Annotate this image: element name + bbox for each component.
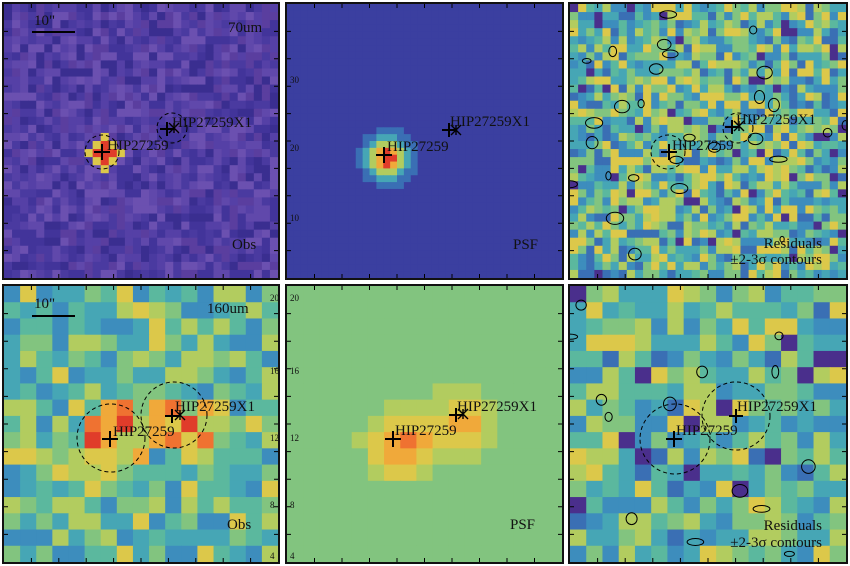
axis-tick: 20 — [270, 293, 279, 303]
panel-label: Obs — [232, 237, 257, 253]
scale-bar — [32, 315, 75, 317]
source-label-primary: HIP27259 — [387, 139, 449, 155]
axis-tick: 8 — [290, 500, 295, 510]
panel-160um-psf: 20 16 12 8 4 PSF HIP27259 HIP27259X1 — [285, 284, 564, 564]
panel-label: Residuals — [763, 518, 822, 534]
panel-label: Residuals — [763, 236, 822, 252]
panel-label: PSF — [513, 237, 539, 253]
scale-bar-label: 10" — [34, 13, 56, 29]
band-label: 70um — [228, 20, 263, 36]
band-label: 160um — [207, 301, 249, 317]
residual-image — [570, 4, 846, 278]
source-label-companion: HIP27259X1 — [450, 114, 531, 130]
residual-image — [570, 286, 846, 562]
scale-bar-label: 10" — [34, 296, 56, 312]
psf-image — [287, 4, 562, 278]
axis-tick: 4 — [270, 551, 275, 561]
axis-tick: 16 — [270, 366, 279, 376]
axis-tick: 12 — [290, 433, 299, 443]
panel-70um-residuals: Residuals ±2-3σ contours HIP27259 HIP272… — [568, 2, 848, 280]
axis-tick: 10 — [290, 213, 299, 223]
panel-160um-obs: 10" 160um 20 16 12 8 4 Obs HIP27259 HIP2… — [2, 284, 280, 564]
panel-160um-residuals: Residuals ±2-3σ contours HIP27259 HIP272… — [568, 284, 848, 564]
source-label-companion: HIP27259X1 — [737, 399, 818, 415]
panel-70um-obs: 10" 70um Obs HIP27259 HIP27259X1 — [2, 2, 280, 280]
axis-tick: 20 — [290, 293, 299, 303]
source-label-companion: HIP27259X1 — [457, 399, 538, 415]
axis-tick: 30 — [290, 75, 299, 85]
source-label-primary: HIP27259 — [676, 423, 738, 439]
psf-image — [287, 286, 562, 562]
obs-image — [4, 4, 278, 278]
panel-70um-psf: 30 20 10 PSF HIP27259 HIP27259X1 — [285, 2, 564, 280]
source-label-primary: HIP27259 — [672, 138, 734, 154]
axis-tick: 16 — [290, 366, 299, 376]
axis-tick: 4 — [290, 551, 295, 561]
panel-label: Obs — [227, 517, 252, 533]
scale-bar — [32, 31, 75, 33]
source-label-primary: HIP27259 — [395, 423, 457, 439]
source-label-primary: HIP27259 — [113, 424, 175, 440]
source-label-companion: HIP27259X1 — [172, 115, 253, 131]
axis-tick: 20 — [290, 143, 299, 153]
axis-tick: 8 — [270, 500, 275, 510]
source-label-companion: HIP27259X1 — [175, 399, 256, 415]
source-label-primary: HIP27259 — [107, 138, 169, 154]
panel-label: PSF — [510, 517, 536, 533]
source-label-companion: HIP27259X1 — [736, 112, 817, 128]
contour-legend: ±2-3σ contours — [730, 252, 822, 268]
axis-tick: 12 — [270, 433, 279, 443]
contour-legend: ±2-3σ contours — [730, 535, 822, 551]
obs-image — [4, 286, 278, 562]
